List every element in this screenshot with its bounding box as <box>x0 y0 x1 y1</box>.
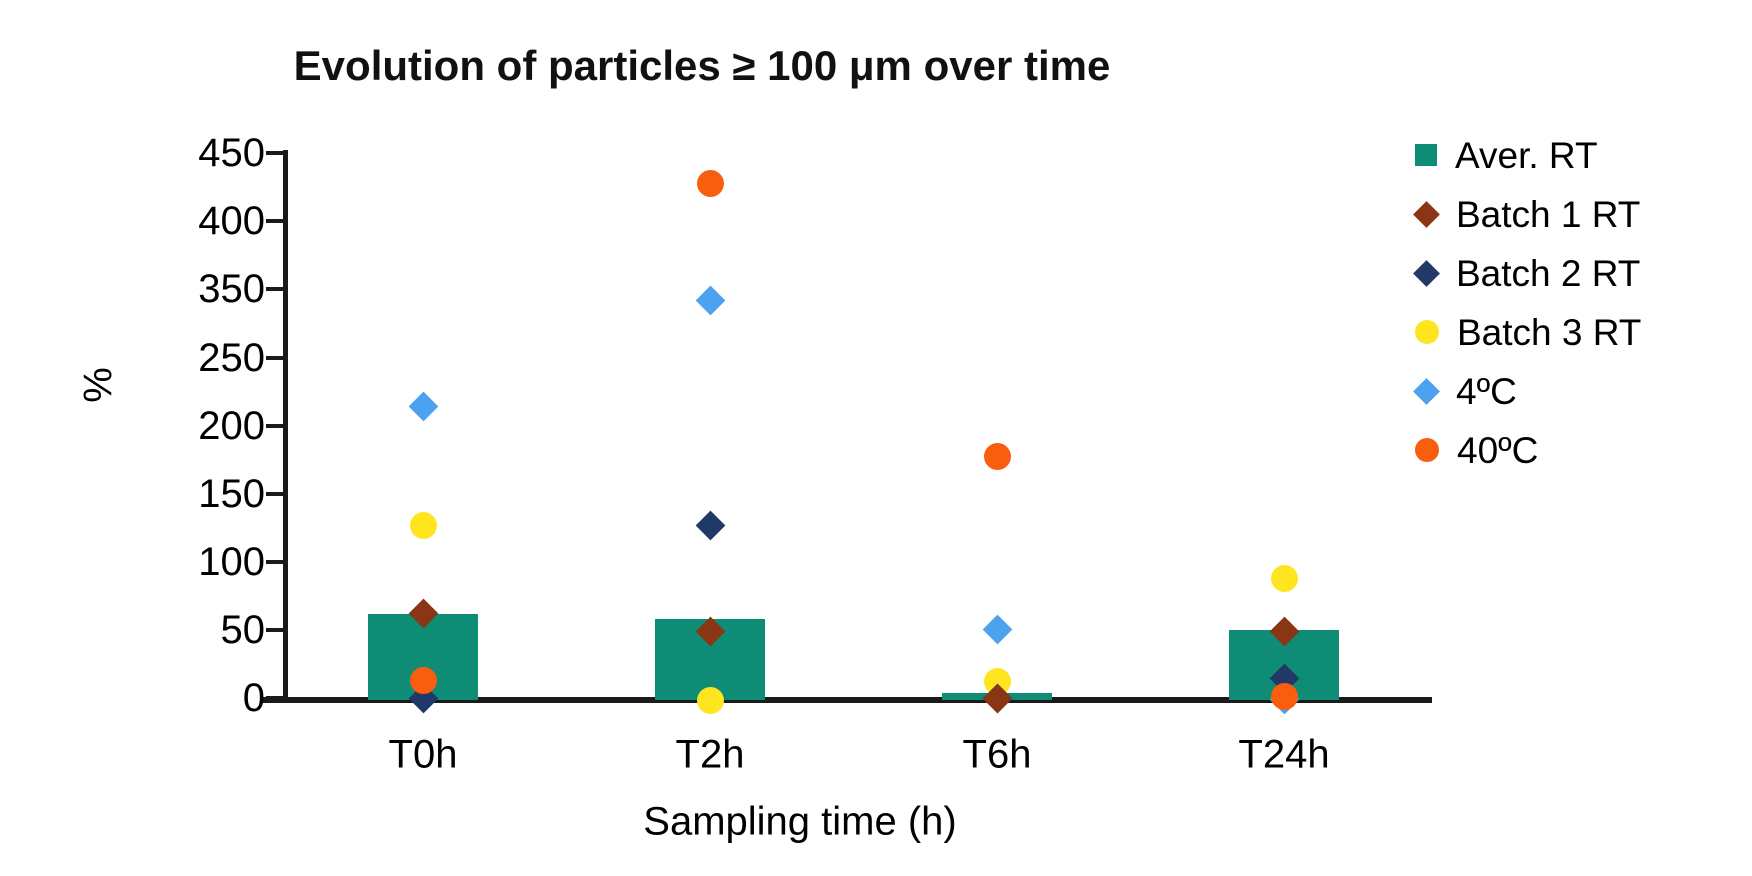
marker-4ºC-T0h <box>408 391 438 422</box>
y-tick-mark <box>266 423 283 428</box>
legend-label: Batch 3 RT <box>1457 311 1642 353</box>
y-tick-label: 250 <box>198 335 265 380</box>
x-tick-label: T24h <box>1238 732 1330 777</box>
y-tick-mark <box>266 151 283 156</box>
y-tick-label: 150 <box>198 471 265 516</box>
marker-Batch 2 RT-T2h <box>695 510 725 540</box>
legend-marker-diamond-icon <box>1413 259 1440 287</box>
chart-title: Evolution of particles ≥ 100 μm over tim… <box>293 42 1111 89</box>
y-tick-label: 200 <box>198 403 265 448</box>
y-axis-title: % <box>76 367 121 403</box>
y-tick-mark <box>266 287 283 292</box>
legend-item-Batch 3 RT: Batch 3 RT <box>1415 308 1641 356</box>
y-tick-mark <box>266 355 283 360</box>
x-tick-label: T2h <box>675 732 745 777</box>
legend-marker-circle-icon <box>1415 320 1439 344</box>
legend-label: Aver. RT <box>1455 134 1598 176</box>
marker-Batch 3 RT-T2h <box>696 687 724 715</box>
y-tick-mark <box>266 696 283 700</box>
x-axis-line <box>262 697 1432 703</box>
y-tick-label: 50 <box>220 607 266 652</box>
legend-item-4ºC: 4ºC <box>1413 367 1517 415</box>
y-tick-mark <box>266 491 283 496</box>
y-tick-label: 350 <box>198 267 265 312</box>
y-tick-mark <box>266 559 283 564</box>
x-tick-label: T6h <box>962 732 1032 777</box>
legend-marker-diamond-icon <box>1413 200 1440 228</box>
legend-marker-square-icon <box>1415 144 1437 166</box>
legend-marker-diamond-icon <box>1413 377 1440 405</box>
y-tick-mark <box>266 627 283 632</box>
marker-40ºC-T2h <box>696 169 724 197</box>
marker-40ºC-T6h <box>983 443 1011 471</box>
y-tick-label: 0 <box>242 676 265 720</box>
legend: Aver. RT Batch 1 RT Batch 2 RT Batch 3 RT 4º… <box>1413 125 1745 485</box>
legend-marker-circle-icon <box>1415 438 1439 462</box>
legend-item-40ºC: 40ºC <box>1415 426 1538 474</box>
x-tick-label: T0h <box>388 732 458 777</box>
legend-label: Batch 2 RT <box>1456 252 1641 294</box>
legend-item-Batch 2 RT: Batch 2 RT <box>1413 249 1641 297</box>
x-axis-title: Sampling time (h) <box>643 799 957 844</box>
marker-40ºC-T24h <box>1270 683 1298 711</box>
marker-Batch 3 RT-T24h <box>1270 564 1298 592</box>
y-tick-label: 100 <box>198 539 265 584</box>
y-tick-label: 400 <box>198 199 265 244</box>
legend-label: 40ºC <box>1457 429 1539 471</box>
legend-item-Aver. RT: Aver. RT <box>1415 131 1598 179</box>
marker-4ºC-T6h <box>982 615 1012 645</box>
y-tick-label: 450 <box>198 131 265 176</box>
legend-label: Batch 1 RT <box>1456 193 1641 235</box>
legend-item-Batch 1 RT: Batch 1 RT <box>1413 190 1641 238</box>
y-tick-mark <box>266 219 283 224</box>
y-axis-line <box>283 150 288 701</box>
marker-Batch 3 RT-T0h <box>409 511 437 539</box>
marker-40ºC-T0h <box>409 666 437 694</box>
marker-4ºC-T2h <box>695 286 725 316</box>
legend-label: 4ºC <box>1456 370 1517 412</box>
